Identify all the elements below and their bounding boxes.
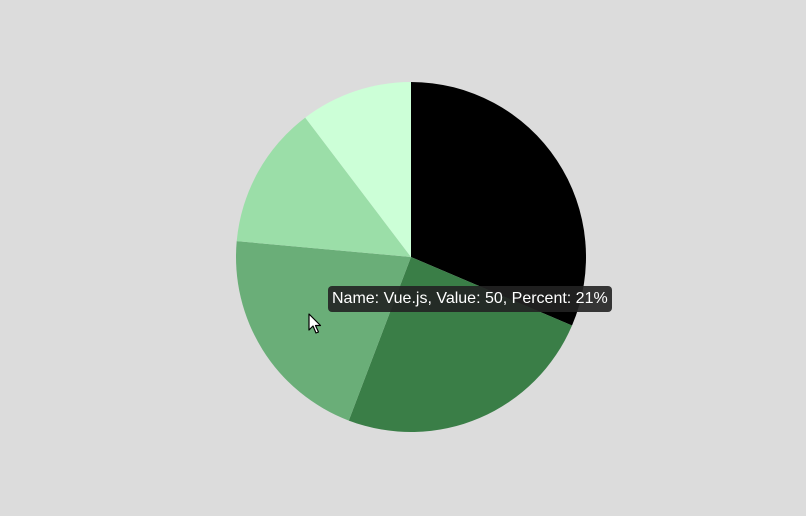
pie-slice-4[interactable] — [236, 117, 411, 257]
pie-slice-5[interactable] — [305, 82, 411, 257]
tooltip: Name: Vue.js, Value: 50, Percent: 21% — [328, 286, 612, 312]
mouse-cursor-icon — [308, 313, 322, 334]
pie-slices — [236, 82, 586, 432]
pie-slice-3[interactable] — [236, 241, 411, 421]
pie-slice-1[interactable] — [411, 82, 586, 326]
